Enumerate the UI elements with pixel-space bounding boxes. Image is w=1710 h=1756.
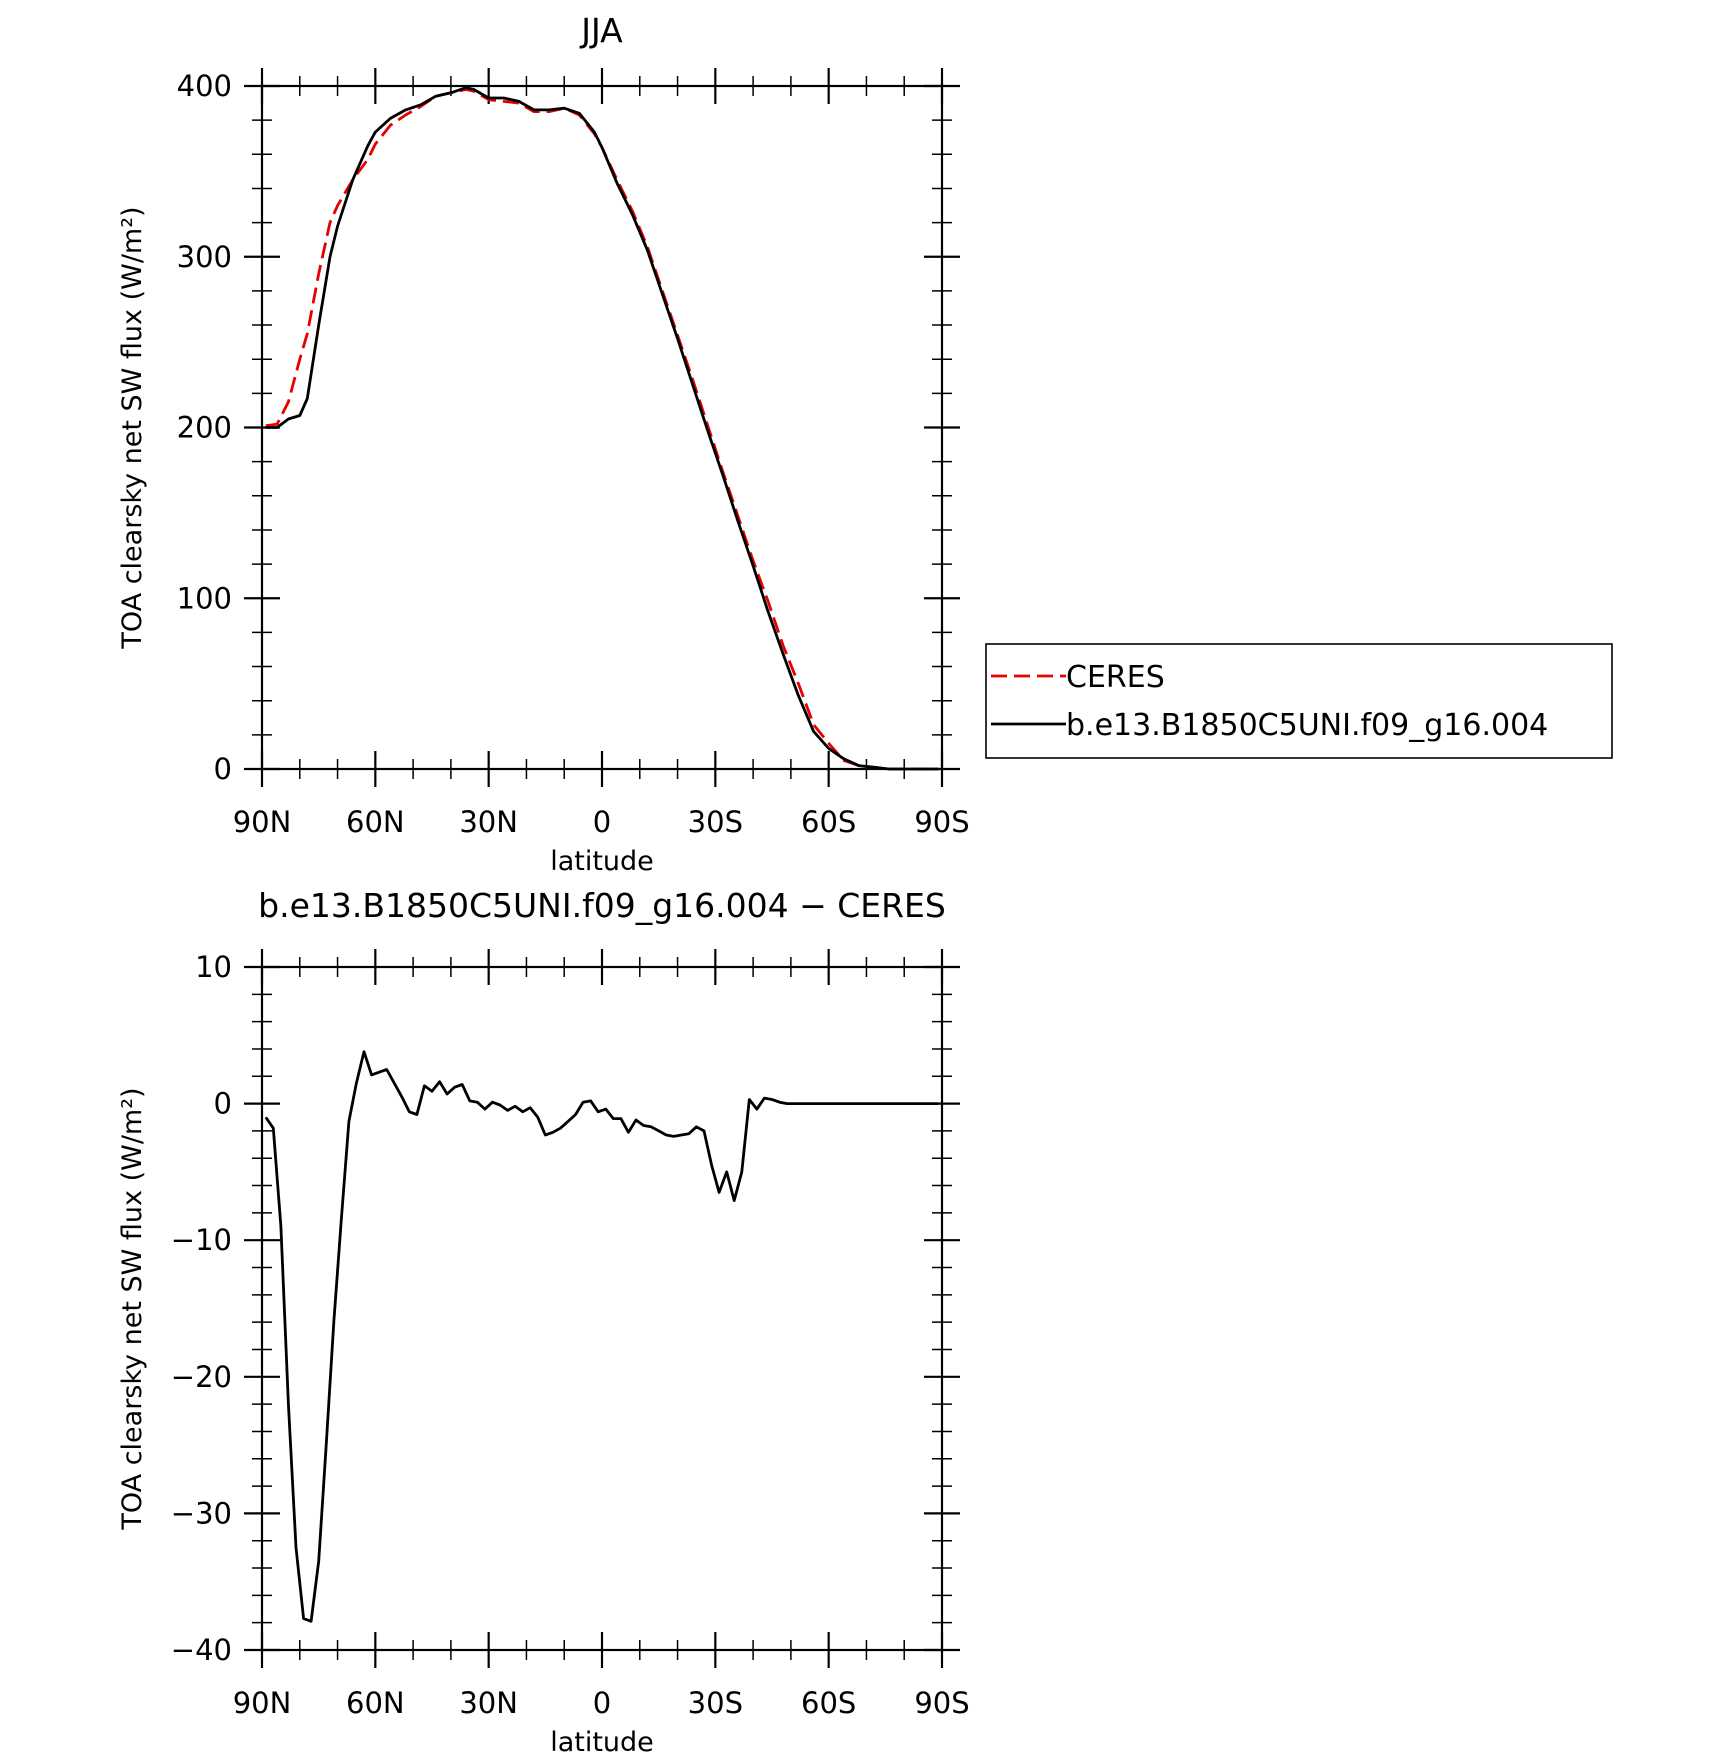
x-tick-label: 90N xyxy=(233,1686,292,1720)
top-panel: JJA 0 100 200 300 400 90N 60N 30N 0 30S 60S 90S latit… xyxy=(117,11,970,877)
x-tick-label: 0 xyxy=(593,1686,611,1720)
x-axis-label: latitude xyxy=(550,1727,654,1756)
y-tick-label: 0 xyxy=(214,1087,232,1121)
x-tick-label: 90S xyxy=(914,805,969,839)
x-tick-label: 60S xyxy=(801,1686,856,1720)
plot-frame xyxy=(260,965,944,1652)
y-tick-label: 300 xyxy=(177,240,232,274)
series-line-2 xyxy=(265,86,939,771)
y-axis-label: TOA clearsky net SW flux (W/m²) xyxy=(117,206,148,649)
x-tick-label: 30S xyxy=(688,1686,743,1720)
legend-label: CERES xyxy=(1066,660,1165,695)
y-tick-label: −30 xyxy=(171,1496,232,1530)
chart-title: JJA xyxy=(579,11,623,50)
bottom-panel: b.e13.B1850C5UNI.f09_g16.004 − CERES −40 −… xyxy=(117,886,970,1756)
series-line-1 xyxy=(265,88,939,771)
x-tick-label: 30N xyxy=(459,1686,518,1720)
y-tick-label: 400 xyxy=(177,69,232,103)
x-tick-label: 60S xyxy=(801,805,856,839)
y-tick-label: −10 xyxy=(171,1223,232,1257)
y-tick-label: 0 xyxy=(214,752,232,786)
x-tick-label: 0 xyxy=(593,805,611,839)
x-tick-label: 90S xyxy=(914,1686,969,1720)
plot-frame xyxy=(260,84,944,771)
y-tick-label: 10 xyxy=(195,950,232,984)
legend-box xyxy=(985,643,1613,759)
legend: CERES b.e13.B1850C5UNI.f09_g16.004 xyxy=(985,643,1613,759)
x-tick-label: 60N xyxy=(346,805,405,839)
y-axis-label: TOA clearsky net SW flux (W/m²) xyxy=(117,1087,148,1530)
x-axis-label: latitude xyxy=(550,846,654,877)
series-line-1 xyxy=(264,1050,939,1623)
legend-label: b.e13.B1850C5UNI.f09_g16.004 xyxy=(1066,708,1548,743)
x-tick-label: 90N xyxy=(233,805,292,839)
x-tick-label: 60N xyxy=(346,1686,405,1720)
y-tick-label: −40 xyxy=(171,1633,232,1667)
chart-title: b.e13.B1850C5UNI.f09_g16.004 − CERES xyxy=(258,886,946,925)
x-tick-label: 30S xyxy=(688,805,743,839)
x-tick-label: 30N xyxy=(459,805,518,839)
y-tick-label: −20 xyxy=(171,1360,232,1394)
y-tick-label: 200 xyxy=(177,411,232,445)
y-tick-label: 100 xyxy=(177,581,232,615)
